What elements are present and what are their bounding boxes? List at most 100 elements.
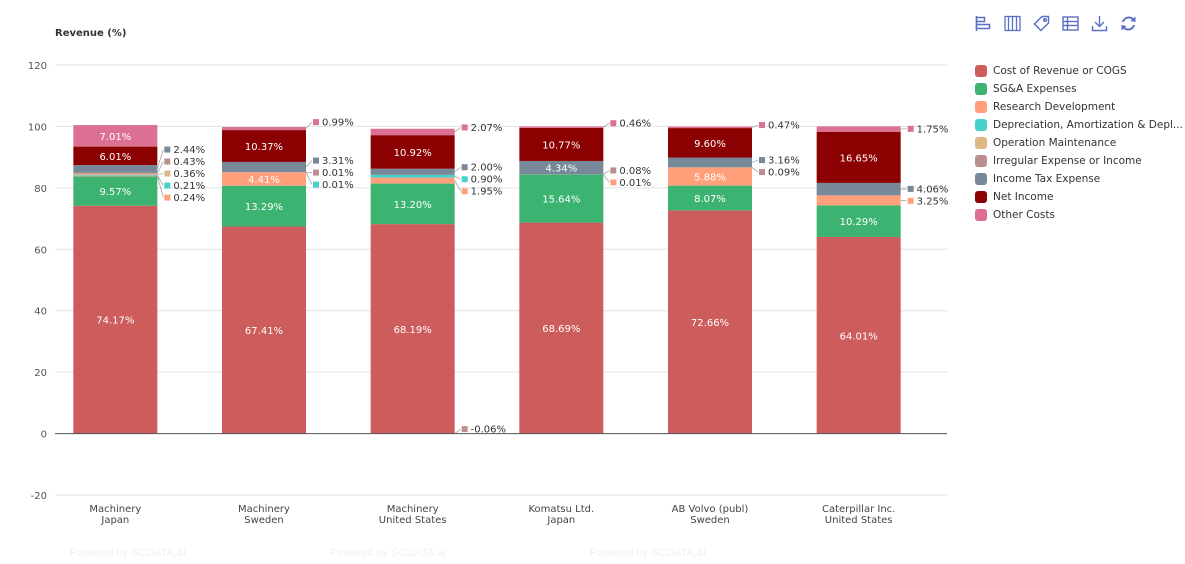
legend-item[interactable]: Irregular Expense or Income	[975, 152, 1183, 170]
bar-segment[interactable]	[73, 173, 158, 175]
data-label: 9.57%	[99, 187, 131, 198]
data-label: 15.64%	[542, 195, 580, 206]
legend-item[interactable]: Operation Maintenance	[975, 134, 1183, 152]
bar-segment[interactable]	[222, 127, 306, 131]
x-tick-label: United States	[825, 515, 893, 526]
x-tick-label: United States	[379, 515, 447, 526]
bar-segment[interactable]	[73, 174, 158, 176]
legend-label: Net Income	[993, 191, 1054, 203]
bar-segment[interactable]	[222, 185, 306, 227]
bar-segment[interactable]	[73, 172, 158, 174]
bar-segment[interactable]	[519, 127, 604, 161]
bar-segment[interactable]	[668, 128, 752, 158]
bar-segment[interactable]	[816, 131, 901, 183]
data-label: 0.01%	[322, 180, 354, 191]
callout-swatch	[313, 119, 319, 126]
bar-segment[interactable]	[519, 160, 604, 175]
bar-segment[interactable]	[668, 126, 752, 129]
bar-segment[interactable]	[816, 195, 901, 206]
callout-swatch	[759, 157, 765, 164]
y-axis-title: Revenue (%)	[55, 28, 127, 39]
legend-item[interactable]: Other Costs	[975, 206, 1183, 224]
bar-segment[interactable]	[519, 126, 604, 128]
watermark-text: Powered by SCDATA.ai	[590, 547, 706, 559]
callout-swatch	[164, 194, 171, 201]
refresh-icon[interactable]	[1119, 14, 1138, 33]
bar-segment[interactable]	[222, 130, 306, 162]
y-tick-label: 120	[28, 61, 47, 72]
legend-label: Depreciation, Amortization & Depl...	[993, 119, 1183, 131]
data-label: 1.95%	[471, 187, 503, 198]
bar-segment[interactable]	[668, 210, 752, 434]
bar-segment[interactable]	[370, 183, 455, 225]
table-icon[interactable]	[1061, 14, 1080, 33]
legend-item[interactable]: Cost of Revenue or COGS	[975, 62, 1183, 80]
bar-segment[interactable]	[73, 175, 158, 177]
x-tick-label: Machinery	[387, 504, 439, 515]
x-tick-label: Japan	[100, 515, 129, 526]
stacked-bar-icon[interactable]	[1003, 14, 1022, 33]
y-tick-label: 0	[41, 430, 47, 441]
bar-segment[interactable]	[73, 165, 158, 173]
data-label: 0.21%	[173, 181, 205, 192]
data-label: 0.99%	[322, 118, 354, 129]
data-label: 4.41%	[248, 175, 280, 186]
bar-segment[interactable]	[370, 128, 455, 136]
bar-segment[interactable]	[370, 174, 455, 178]
bar-segment[interactable]	[370, 135, 455, 169]
download-icon[interactable]	[1090, 14, 1109, 33]
legend-item[interactable]: Research Development	[975, 98, 1183, 116]
tag-icon[interactable]	[1032, 14, 1051, 33]
bar-segment[interactable]	[816, 126, 901, 132]
data-label: 0.46%	[619, 119, 651, 130]
bar-segment[interactable]	[816, 236, 901, 434]
data-label: 72.66%	[691, 318, 729, 329]
horizontal-bar-icon[interactable]	[974, 14, 993, 33]
data-label: 1.75%	[917, 124, 949, 135]
callout-swatch	[610, 120, 617, 127]
bar-segment[interactable]	[73, 125, 158, 147]
bar-segment[interactable]	[668, 185, 752, 211]
bar-segment[interactable]	[370, 177, 455, 184]
bar-segment[interactable]	[370, 224, 455, 434]
bar-segment[interactable]	[668, 167, 752, 186]
bar-segment[interactable]	[222, 172, 306, 186]
callout-swatch	[461, 176, 468, 183]
bar-segment[interactable]	[222, 226, 306, 434]
bar-segment[interactable]	[816, 182, 901, 196]
data-label: 9.60%	[694, 139, 726, 150]
callout-leader-line	[156, 175, 164, 198]
bar-segment[interactable]	[73, 146, 158, 166]
legend-item[interactable]: Depreciation, Amortization & Depl...	[975, 116, 1183, 134]
legend-swatch	[975, 101, 987, 113]
bar-segment[interactable]	[73, 205, 158, 434]
bar-segment[interactable]	[519, 174, 604, 223]
legend-item[interactable]: Income Tax Expense	[975, 170, 1183, 188]
x-tick-label: Japan	[546, 515, 575, 526]
data-label: 68.19%	[394, 325, 432, 336]
data-label: 0.47%	[768, 121, 800, 132]
callout-leader-line	[454, 166, 461, 173]
callout-swatch	[164, 146, 171, 153]
data-label: 0.08%	[619, 166, 651, 177]
data-label: 67.41%	[245, 326, 283, 337]
legend-item[interactable]: SG&A Expenses	[975, 80, 1183, 98]
callout-swatch	[907, 185, 914, 192]
bar-segment[interactable]	[668, 157, 752, 168]
data-label: 0.01%	[322, 168, 354, 179]
chart-legend: Cost of Revenue or COGS SG&A Expenses Rese…	[975, 62, 1183, 224]
bar-segment[interactable]	[816, 205, 901, 237]
callout-leader-line	[751, 167, 759, 173]
bar-segment[interactable]	[519, 222, 604, 434]
x-tick-label: Sweden	[690, 515, 730, 526]
bar-segment[interactable]	[222, 161, 306, 173]
bar-segment[interactable]	[370, 168, 455, 175]
callout-swatch	[907, 197, 914, 204]
bar-segment[interactable]	[73, 176, 158, 206]
callout-swatch	[759, 122, 765, 129]
legend-item[interactable]: Net Income	[975, 188, 1183, 206]
callout-leader-line	[603, 174, 610, 183]
data-label: 13.29%	[245, 202, 283, 213]
legend-label: Operation Maintenance	[993, 137, 1117, 149]
callout-leader-line	[454, 180, 461, 192]
